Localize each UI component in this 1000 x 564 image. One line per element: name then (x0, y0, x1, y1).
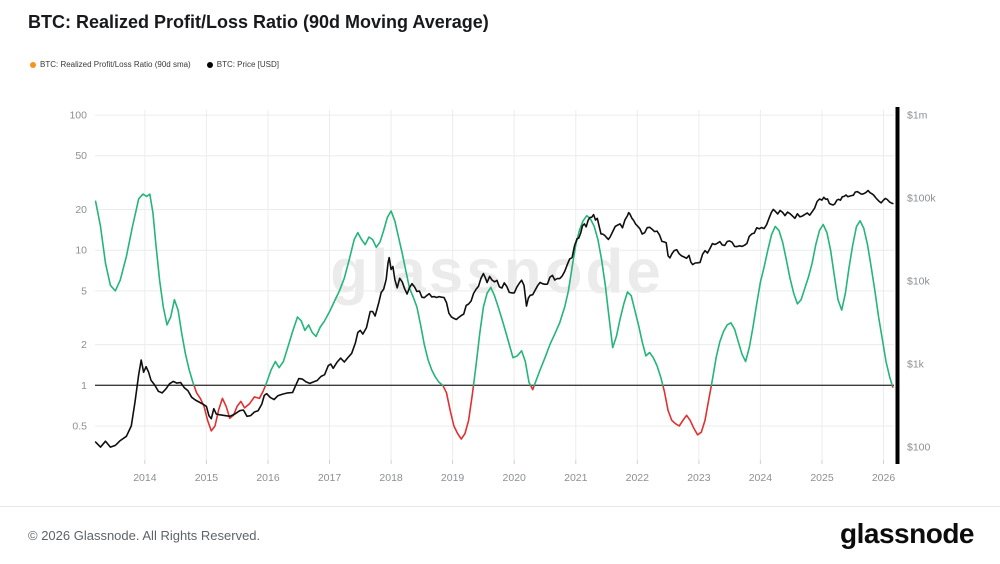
svg-text:5: 5 (81, 285, 87, 297)
svg-text:2026: 2026 (872, 472, 896, 484)
y-axis-left-labels: 100 50 20 10 5 2 1 0.5 (69, 110, 87, 433)
svg-text:20: 20 (75, 204, 87, 216)
svg-text:1: 1 (81, 380, 87, 392)
legend-label-price: BTC: Price [USD] (216, 60, 279, 69)
legend-item-price[interactable]: BTC: Price [USD] (206, 60, 279, 69)
footer: © 2026 Glassnode. All Rights Reserved. g… (0, 506, 1000, 564)
ratio-line-above (94, 193, 893, 387)
svg-text:0.5: 0.5 (72, 421, 87, 433)
svg-text:$1k: $1k (907, 359, 925, 371)
svg-text:2014: 2014 (133, 472, 157, 484)
svg-text:50: 50 (75, 150, 87, 162)
grid-lines (95, 110, 894, 460)
svg-text:2018: 2018 (379, 472, 403, 484)
y-axis-right-labels: $1m $100k $10k $1k $100 (907, 110, 936, 454)
legend-item-ratio[interactable]: BTC: Realized Profit/Loss Ratio (90d sma… (30, 60, 191, 69)
svg-text:$1m: $1m (907, 110, 928, 122)
svg-text:2023: 2023 (687, 472, 711, 484)
legend-dot-icon-price (206, 61, 213, 68)
ratio-line-below (193, 384, 894, 440)
svg-text:2015: 2015 (195, 472, 219, 484)
svg-text:2025: 2025 (810, 472, 834, 484)
svg-text:2: 2 (81, 339, 87, 351)
x-axis-labels: 2014 2015 2016 2017 2018 2019 2020 2021 2022 2023… (133, 472, 895, 484)
glassnode-logo: glassnode (840, 518, 974, 549)
price-axis-bar (895, 107, 900, 464)
ratio-series (94, 193, 894, 440)
price-line (94, 189, 894, 448)
svg-text:2022: 2022 (626, 472, 650, 484)
svg-text:2020: 2020 (503, 472, 527, 484)
svg-text:10: 10 (75, 245, 87, 257)
x-axis-ticks (144, 460, 884, 464)
svg-text:2017: 2017 (318, 472, 342, 484)
svg-text:2016: 2016 (256, 472, 280, 484)
svg-text:2019: 2019 (441, 472, 465, 484)
legend-dot-icon-ratio (30, 61, 36, 68)
svg-text:2021: 2021 (564, 472, 588, 484)
chart-legend: BTC: Realized Profit/Loss Ratio (90d sma… (30, 60, 279, 69)
svg-text:$100: $100 (907, 442, 931, 454)
chart-title: BTC: Realized Profit/Loss Ratio (90d Mov… (28, 12, 489, 32)
copyright-text: © 2026 Glassnode. All Rights Reserved. (28, 528, 261, 543)
svg-text:$100k: $100k (907, 193, 936, 205)
svg-text:$10k: $10k (907, 276, 931, 288)
svg-text:100: 100 (69, 110, 87, 122)
legend-label-ratio: BTC: Realized Profit/Loss Ratio (90d sma… (40, 60, 191, 69)
svg-text:2024: 2024 (749, 472, 773, 484)
